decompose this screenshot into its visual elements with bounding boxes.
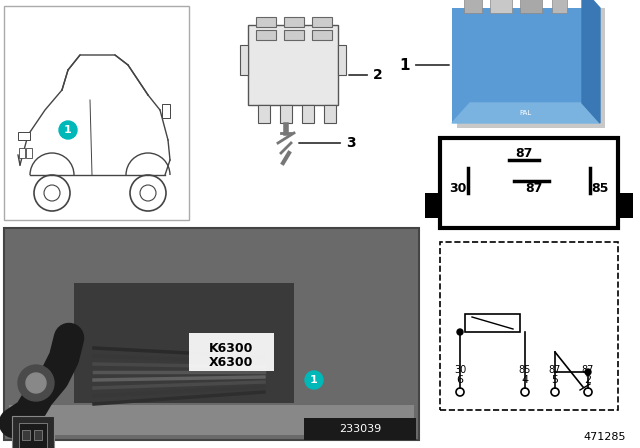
Bar: [12, 416, 54, 448]
Text: 1: 1: [64, 125, 72, 135]
Bar: [284, 30, 304, 40]
Text: 1: 1: [399, 57, 449, 73]
Bar: [452, 8, 600, 123]
Circle shape: [18, 365, 54, 401]
Bar: [304, 418, 416, 440]
Bar: [440, 138, 618, 228]
Text: 5: 5: [552, 375, 559, 385]
Bar: [4, 6, 189, 220]
Bar: [324, 105, 336, 123]
Circle shape: [26, 373, 46, 393]
Text: 233039: 233039: [339, 424, 381, 434]
Bar: [162, 104, 170, 118]
Bar: [457, 8, 605, 128]
Bar: [338, 45, 346, 75]
Text: 2: 2: [584, 375, 591, 385]
Text: 3: 3: [299, 136, 356, 150]
Bar: [440, 242, 618, 410]
Text: 471285: 471285: [584, 432, 627, 442]
Circle shape: [457, 329, 463, 335]
Circle shape: [305, 371, 323, 389]
Bar: [490, 0, 512, 13]
Text: 30: 30: [449, 181, 467, 194]
Bar: [189, 333, 274, 371]
Polygon shape: [452, 103, 600, 123]
Bar: [280, 105, 292, 123]
Text: 85: 85: [591, 181, 609, 194]
Text: 1: 1: [310, 375, 318, 385]
Bar: [256, 17, 276, 27]
Text: 87: 87: [582, 365, 594, 375]
Circle shape: [59, 121, 77, 139]
Text: 85: 85: [519, 365, 531, 375]
Bar: [34, 430, 42, 440]
Bar: [284, 17, 304, 27]
Text: X6300: X6300: [209, 356, 253, 369]
Bar: [464, 0, 482, 13]
Text: PAL: PAL: [520, 110, 532, 116]
Text: 4: 4: [522, 375, 529, 385]
Bar: [312, 17, 332, 27]
Bar: [74, 283, 294, 403]
Bar: [18, 132, 30, 140]
Bar: [256, 30, 276, 40]
Bar: [552, 0, 567, 13]
Bar: [520, 0, 542, 13]
Bar: [19, 423, 47, 448]
Text: 87: 87: [549, 365, 561, 375]
Bar: [248, 25, 338, 105]
Bar: [618, 193, 633, 218]
Text: 2: 2: [349, 68, 383, 82]
Text: 30: 30: [454, 365, 466, 375]
Bar: [4, 228, 419, 440]
Bar: [22, 430, 30, 440]
Bar: [312, 30, 332, 40]
Text: K6300: K6300: [209, 341, 253, 354]
Bar: [465, 314, 520, 332]
Text: 87: 87: [515, 146, 532, 159]
Bar: [9, 405, 414, 435]
Bar: [302, 105, 314, 123]
Bar: [240, 45, 248, 75]
Bar: [19, 148, 25, 158]
Bar: [258, 105, 270, 123]
Text: 6: 6: [456, 375, 463, 385]
Polygon shape: [582, 0, 600, 123]
Circle shape: [585, 369, 591, 375]
Text: 87: 87: [525, 181, 543, 194]
Bar: [425, 193, 440, 218]
Bar: [26, 148, 32, 158]
